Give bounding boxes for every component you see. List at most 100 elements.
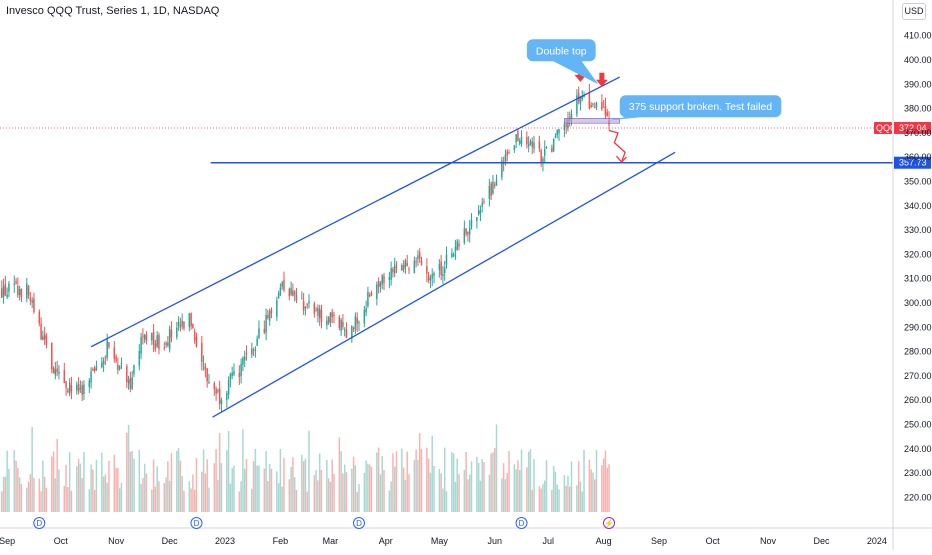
- volume-bar: [463, 469, 466, 512]
- volume-bar: [329, 481, 332, 512]
- candle-body: [390, 268, 392, 280]
- y-tick-label: 340.00: [904, 201, 932, 211]
- candle-body: [465, 228, 467, 234]
- volume-bar: [342, 473, 344, 512]
- volume-bar: [93, 490, 96, 512]
- volume-bar: [315, 470, 317, 512]
- volume-bar: [192, 474, 194, 512]
- candle-body: [301, 298, 303, 300]
- candle-body: [8, 283, 10, 292]
- candle-body: [558, 129, 560, 134]
- candle-body: [333, 314, 335, 317]
- candle-body: [304, 306, 307, 308]
- volume-bar: [576, 485, 578, 512]
- volume-bar: [326, 459, 328, 512]
- channel-lower-line: [212, 151, 676, 418]
- candle-body: [95, 366, 98, 370]
- volume-bar: [265, 451, 267, 512]
- volume-bar: [88, 489, 91, 512]
- volume-bar: [426, 447, 428, 512]
- y-tick-label: 400.00: [904, 55, 932, 65]
- candle-body: [518, 140, 521, 144]
- volume-bar: [606, 467, 608, 512]
- volume-bar: [281, 486, 283, 512]
- candle-body: [176, 327, 178, 338]
- candle-body: [79, 387, 82, 390]
- x-tick-label: Oct: [706, 536, 721, 546]
- candle-body: [293, 291, 296, 295]
- callout-box: [619, 95, 782, 118]
- volume-bar: [542, 484, 544, 512]
- volume-bar: [592, 472, 594, 512]
- candle-body: [217, 390, 219, 392]
- event-markers: D D D D ⚡: [33, 517, 616, 529]
- candle-body: [265, 314, 267, 333]
- volume-bar: [163, 483, 166, 512]
- candle-body: [406, 262, 408, 266]
- candle-body: [288, 288, 291, 297]
- volume-bar: [202, 449, 205, 512]
- candle-body: [213, 383, 216, 390]
- volume-bar: [151, 489, 153, 512]
- volume-bar: [531, 489, 533, 512]
- volume-bar: [443, 447, 446, 512]
- candle-body: [438, 264, 441, 270]
- volume-bar: [577, 461, 580, 512]
- volume-bar: [570, 461, 573, 512]
- candle-body: [295, 294, 298, 301]
- x-tick-label: Jul: [543, 536, 555, 546]
- volume-bar: [113, 454, 116, 512]
- candle-body: [76, 385, 78, 391]
- candle-body: [115, 356, 117, 362]
- volume-bar: [306, 491, 308, 512]
- candle-body: [138, 351, 141, 366]
- y-tick-label: 280.00: [904, 347, 932, 357]
- volume-bar: [302, 461, 305, 512]
- volume-bar: [227, 430, 230, 512]
- candle-body: [320, 309, 323, 322]
- candle-body: [104, 357, 107, 359]
- volume-bar: [420, 448, 423, 512]
- volume-bar: [526, 467, 528, 512]
- event-label: D: [356, 519, 362, 528]
- volume-bar: [251, 488, 253, 512]
- candle-body: [204, 366, 207, 370]
- volume-bar: [176, 450, 178, 512]
- volume-bar: [4, 476, 7, 512]
- candle-body: [17, 286, 19, 296]
- candle-body: [418, 252, 421, 259]
- volume-bar: [320, 469, 323, 512]
- volume-bar: [181, 475, 183, 512]
- volume-bar: [565, 485, 567, 512]
- candle-body: [43, 334, 46, 340]
- volume-bar: [167, 461, 169, 512]
- volume-bar: [1, 491, 3, 512]
- candle-body: [529, 141, 532, 145]
- candle-body: [554, 136, 557, 138]
- candle-body: [83, 384, 85, 395]
- currency-button[interactable]: USD: [902, 3, 926, 20]
- x-tick-label: 2024: [867, 536, 887, 546]
- volume-bar: [154, 486, 157, 512]
- candle-body: [579, 97, 582, 105]
- y-tick-label: 230.00: [904, 468, 932, 478]
- candle-body: [31, 300, 33, 303]
- volume-bar: [556, 484, 558, 512]
- volume-bar: [327, 478, 330, 512]
- volume-bar: [501, 478, 503, 512]
- volume-bar: [433, 466, 435, 512]
- volume-bar: [406, 451, 408, 512]
- candle-body: [331, 311, 333, 317]
- volume-bar: [515, 469, 517, 512]
- volume-bar: [254, 448, 257, 512]
- volume-bar: [392, 453, 394, 512]
- candle-body: [583, 95, 585, 97]
- volume-bar: [593, 479, 596, 512]
- volume-bar: [277, 483, 280, 512]
- volume-bar: [256, 465, 258, 512]
- volume-bar: [79, 463, 82, 512]
- candle-body: [456, 240, 458, 251]
